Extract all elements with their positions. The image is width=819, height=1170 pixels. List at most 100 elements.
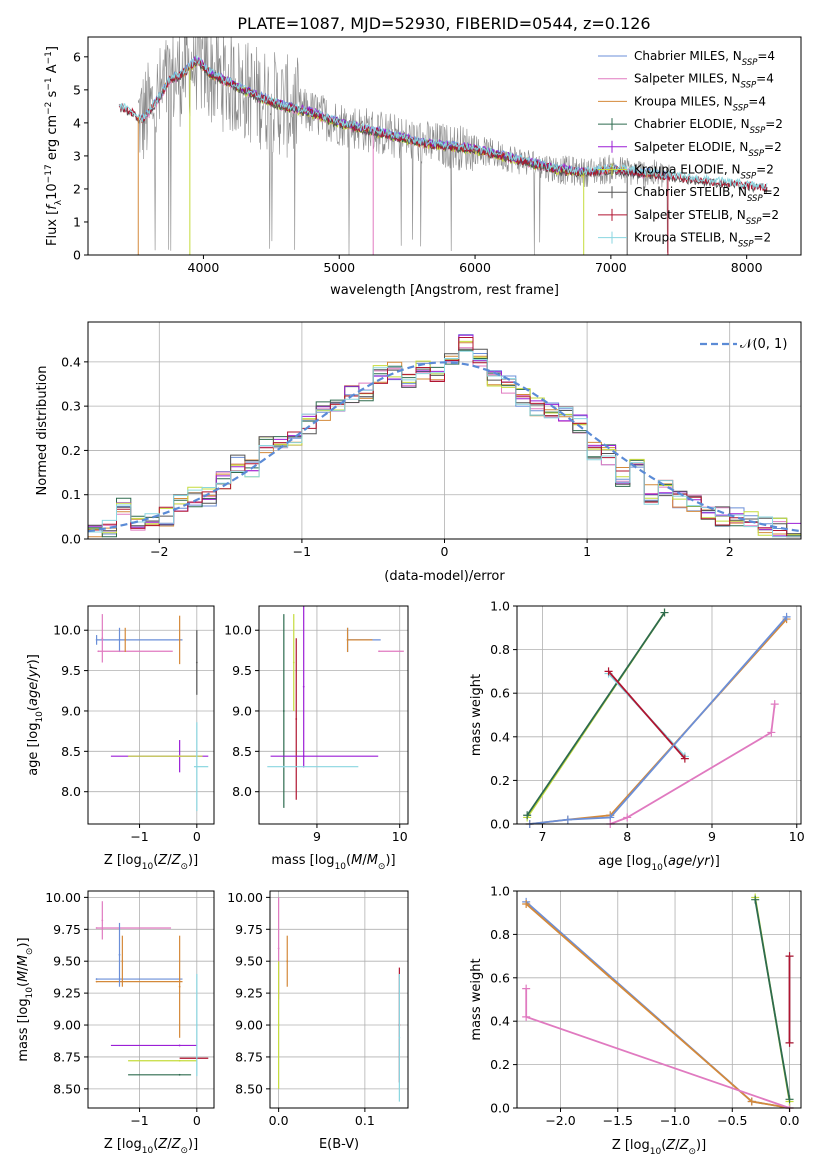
legend-label-sub: SSP: [733, 103, 749, 113]
weight-marker: [522, 900, 531, 909]
y-tick-label: 0.8: [490, 927, 510, 942]
data-point: [292, 661, 295, 664]
x-tick-label: 0: [193, 829, 201, 844]
legend-label-main: Kroupa MILES, N: [634, 94, 733, 108]
legend-label-suffix: =4: [756, 72, 774, 86]
label-part: )]: [26, 654, 41, 664]
label-part: mass [log: [16, 998, 31, 1061]
data-point: [178, 755, 181, 758]
y-axis-label: mass [log10(M/M⊙)]: [16, 937, 35, 1061]
x-tick-label: 0: [441, 544, 449, 559]
spectrum-panel: 4000 5000 6000 7000 8000 0 1 2 3 4 5 6 wavelength [A…: [44, 36, 802, 298]
x-tick-label: −1: [130, 1113, 148, 1128]
data-point: [95, 639, 98, 641]
legend-label-main: Chabrier ELODIE, N: [634, 117, 750, 131]
x-axis-label: Z [log10(Z/Z⊙)]: [612, 1138, 706, 1157]
normal-curve: [87, 361, 802, 533]
y-tick-label: 10.00: [227, 890, 263, 905]
data-point: [101, 919, 104, 922]
label-part: wavelength [Angstrom, rest frame]: [330, 283, 559, 298]
weight-marker: [785, 1038, 794, 1047]
y-tick-label: 9.5: [232, 663, 252, 678]
legend-label-suffix: =2: [756, 163, 774, 177]
x-axis-label: wavelength [Angstrom, rest frame]: [330, 283, 559, 298]
x-tick-label: 10: [392, 829, 408, 844]
y-tick-label: 9.75: [53, 922, 81, 937]
weight-marker: [751, 895, 760, 904]
label-part: yr: [696, 854, 712, 869]
x-tick-label: 5000: [323, 260, 355, 275]
legend-label-main: Chabrier MILES, N: [634, 49, 742, 63]
legend-label: Chabrier MILES, NSSP=4: [634, 49, 775, 68]
axes-frame: [516, 605, 802, 825]
label-part: /: [692, 854, 697, 869]
label-part: (: [346, 853, 351, 868]
label-part: /: [167, 853, 172, 868]
label-part: (: [153, 853, 158, 868]
label-part: Z: [679, 1138, 690, 1153]
y-tick-label: 8.50: [53, 1081, 81, 1096]
data-point: [178, 1059, 181, 1062]
label-part: ⊙: [688, 1147, 696, 1157]
x-axis-label: Z [log10(Z/Z⊙)]: [104, 853, 198, 872]
y-tick-label: 9.00: [235, 1018, 263, 1033]
label-part: )]: [188, 853, 198, 868]
weight-line-salpeter_miles: [525, 988, 790, 1109]
data-point: [398, 1036, 401, 1039]
label-part: 10: [25, 987, 35, 999]
label-part: M: [351, 853, 362, 868]
label-part: Z [log: [104, 1137, 142, 1152]
axes-frame: [516, 890, 802, 1109]
label-part: 10: [335, 862, 347, 872]
label-part: ⊙: [25, 948, 35, 956]
axes-frame: [87, 605, 215, 825]
y-tick-label: 9.5: [61, 663, 81, 678]
y-tick-label: 5: [73, 82, 81, 97]
label-part: 10: [142, 862, 154, 872]
legend-label-main: Kroupa STELIB, N: [634, 231, 738, 245]
x-axis-label: mass [log10(M/M⊙)]: [271, 853, 395, 872]
y-tick-label: 9.75: [235, 922, 263, 937]
label-part: Z [log: [104, 853, 142, 868]
legend-label-suffix: =2: [761, 208, 779, 222]
label-part: M: [16, 955, 31, 966]
label-part: λ: [54, 199, 64, 205]
x-tick-label: 8000: [731, 260, 763, 275]
legend-label: Chabrier STELIB, NSSP=2: [634, 185, 780, 204]
data-point: [124, 639, 127, 641]
y-tick-label: 9.0: [61, 703, 81, 718]
weight-marker: [563, 815, 572, 824]
weight-marker: [680, 754, 689, 763]
x-tick-label: 9: [708, 829, 716, 844]
x-tick-label: 7: [538, 829, 546, 844]
y-tick-label: 9.00: [53, 1018, 81, 1033]
axes-frame: [258, 605, 409, 825]
z-vs-weight-panel: −2.0 −1.5 −1.0 −0.5 0.0 0.0 0.2 0.4 0.6 0.8 1.0 Z […: [469, 884, 802, 1157]
figure-title: PLATE=1087, MJD=52930, FIBERID=0544, z=0…: [237, 14, 650, 33]
y-tick-label: 0.0: [490, 817, 510, 832]
legend-label-sub: SSP: [750, 126, 766, 136]
label-part: )]: [16, 937, 31, 947]
x-tick-label: 0.1: [355, 1113, 375, 1128]
ebv-vs-mass-panel: 0.0 0.1 8.50 8.75 9.00 9.25 9.50 9.75 10.00 E(B-V…: [227, 890, 409, 1152]
y-tick-label: 0: [73, 248, 81, 263]
z-vs-age-panel: −1 08.08.59.09.510.0Z [log10(Z/Z⊙)]age [l…: [26, 605, 215, 872]
y-tick-label: 8.75: [235, 1049, 263, 1064]
data-point: [195, 765, 198, 768]
data-point: [97, 650, 100, 653]
label-part: 10: [650, 1147, 662, 1157]
x-tick-label: −2: [150, 544, 168, 559]
label-part: Flux [: [45, 210, 60, 246]
axes-frame: [87, 36, 802, 256]
y-tick-label: 9.25: [235, 986, 263, 1001]
y-axis-label: Flux [fλ10−17 erg cm−2 s−1 A−1]: [44, 46, 64, 246]
data-point: [101, 637, 104, 640]
x-axis-label: Z [log10(Z/Z⊙)]: [104, 1137, 198, 1156]
y-tick-label: 0.0: [61, 532, 81, 547]
legend-label-sub: SSP: [747, 194, 763, 204]
y-tick-label: 0.4: [61, 354, 81, 369]
y-tick-label: 0.1: [61, 487, 81, 502]
weight-marker: [522, 1012, 531, 1021]
